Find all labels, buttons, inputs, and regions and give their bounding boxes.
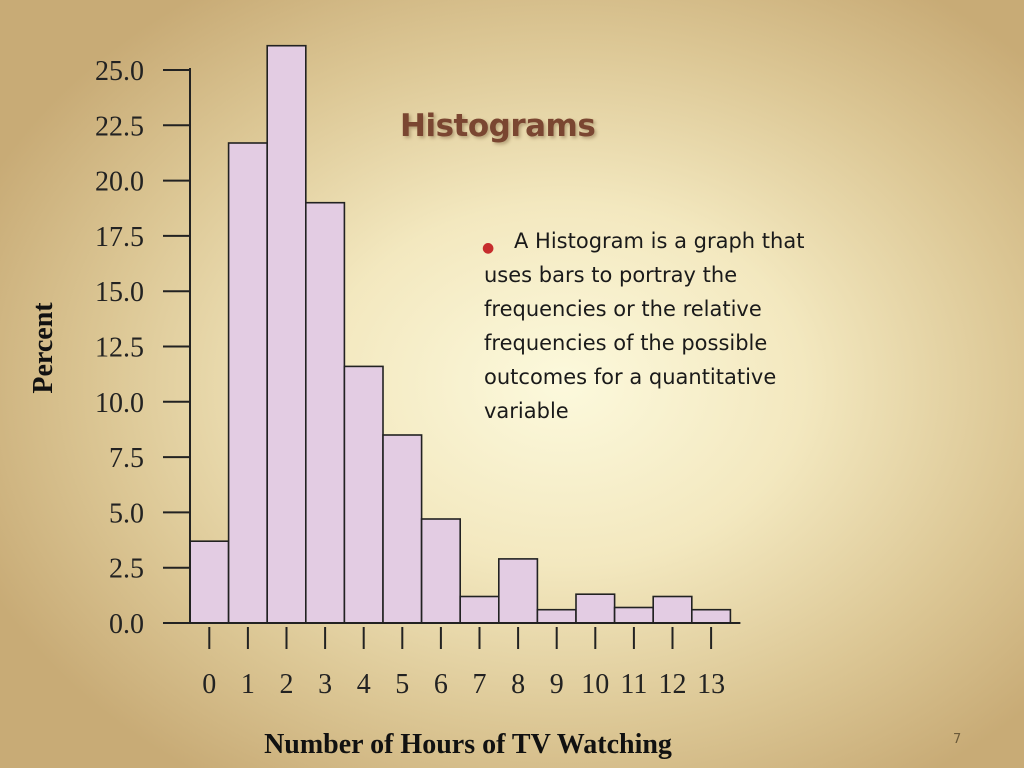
x-tick-label: 8 [511,669,525,700]
bars-group [189,44,732,624]
y-axis: 0.0 2.5 5.0 7.5 10.0 12.5 15.0 17.5 20.0 22.5 25.0 [95,56,191,640]
histogram-bar-0 [189,540,230,624]
histogram-bar-8 [497,558,539,624]
histogram-bar-12 [652,595,693,624]
histogram-bar-11 [613,606,654,624]
y-tick-label: 2.5 [109,554,144,585]
x-axis-title: Number of Hours of TV Watching [264,729,672,760]
bullet-text: A Histogram is a graph that uses bars to… [484,229,805,423]
x-tick-label: 6 [434,669,448,700]
page-number: 7 [953,732,962,747]
histogram-bar-4 [343,365,384,624]
y-tick-label: 20.0 [95,167,144,198]
y-tick-label: 25.0 [95,56,144,87]
x-tick-label: 1 [241,669,255,700]
x-tick-label: 0 [202,669,216,700]
x-tick-label: 12 [659,669,687,700]
histogram-bar-5 [382,434,423,624]
slide-title: Histograms [400,108,596,144]
bullet-text-block: ● A Histogram is a graph that uses bars … [482,224,856,428]
x-tick-label: 10 [581,669,609,700]
histogram-bar-9 [536,608,577,624]
y-tick-label: 5.0 [109,498,144,529]
y-tick-label: 22.5 [95,111,144,142]
x-tick-label: 7 [473,669,487,700]
histogram-bar-2 [266,44,307,624]
y-tick-label: 12.5 [95,333,144,364]
x-tick-label: 4 [357,669,371,700]
y-tick-label: 7.5 [109,443,144,474]
histogram-bar-3 [304,201,346,624]
x-tick-label: 13 [697,669,725,700]
x-tick-label: 9 [550,669,564,700]
y-tick-label: 10.0 [95,388,144,419]
x-tick-label: 2 [280,669,294,700]
histogram-bar-10 [575,593,616,624]
y-tick-label: 15.0 [95,277,144,308]
y-axis-title: Percent [28,302,59,394]
x-axis: 0 1 2 3 4 5 6 7 8 9 10 11 12 13 [163,622,741,700]
histogram-bar-13 [690,608,732,624]
y-tick-label: 17.5 [95,222,144,253]
histogram-bar-1 [227,142,269,624]
histogram-bar-7 [459,595,500,624]
x-tick-label: 3 [318,669,332,700]
x-tick-label: 5 [395,669,409,700]
y-tick-label: 0.0 [109,609,144,640]
bullet-dot-icon: ● [482,240,495,256]
histogram-bar-6 [420,518,462,624]
x-tick-label: 11 [620,669,647,700]
